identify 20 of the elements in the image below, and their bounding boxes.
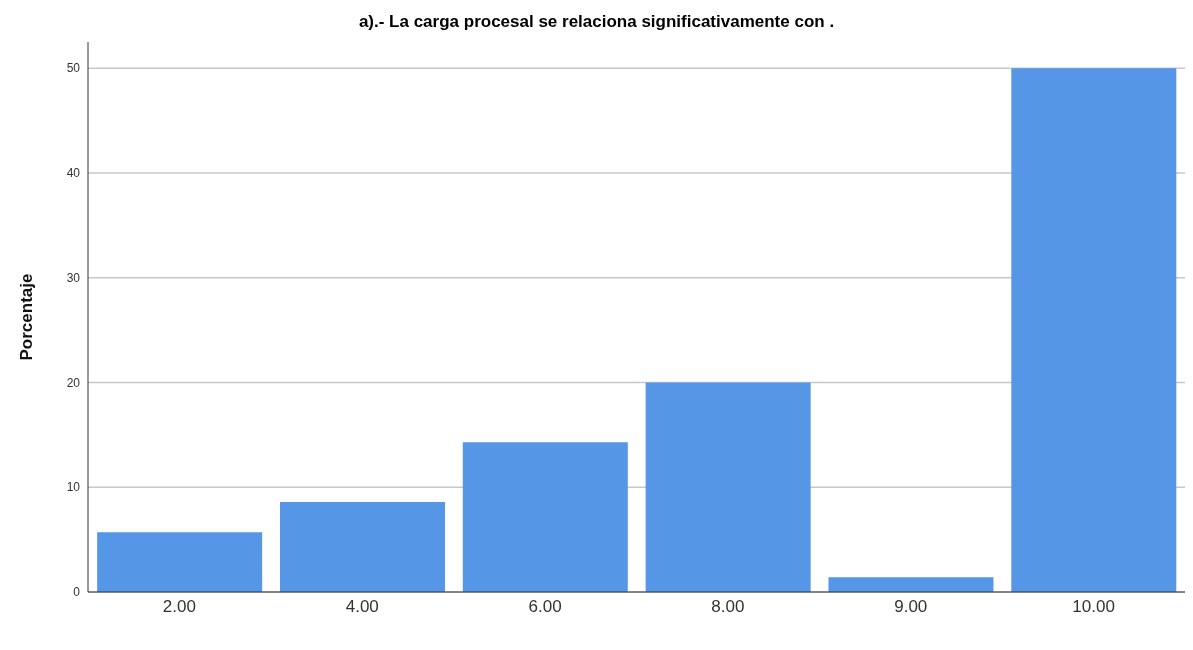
y-tick-label: 50 [66,61,81,76]
y-tick-label: 40 [66,166,81,181]
y-tick-label: 10 [66,480,81,495]
y-axis-title: Porcentaje [17,273,37,361]
bar [97,532,263,592]
x-tick-label: 9.00 [894,597,928,617]
y-tick-label: 0 [73,585,81,600]
x-tick-label: 6.00 [528,597,562,617]
bar [1011,68,1177,592]
bar [828,577,994,592]
bar [645,382,811,592]
y-tick-label: 20 [66,375,81,390]
bar [462,442,628,592]
x-tick-label: 4.00 [345,597,379,617]
y-tick-label: 30 [66,270,81,285]
x-tick-label: 2.00 [162,597,196,617]
x-tick-label: 10.00 [1072,597,1115,617]
bar [279,501,445,592]
chart-title: a).- La carga procesal se relaciona significativamente con . [357,11,836,33]
x-tick-label: 8.00 [711,597,745,617]
